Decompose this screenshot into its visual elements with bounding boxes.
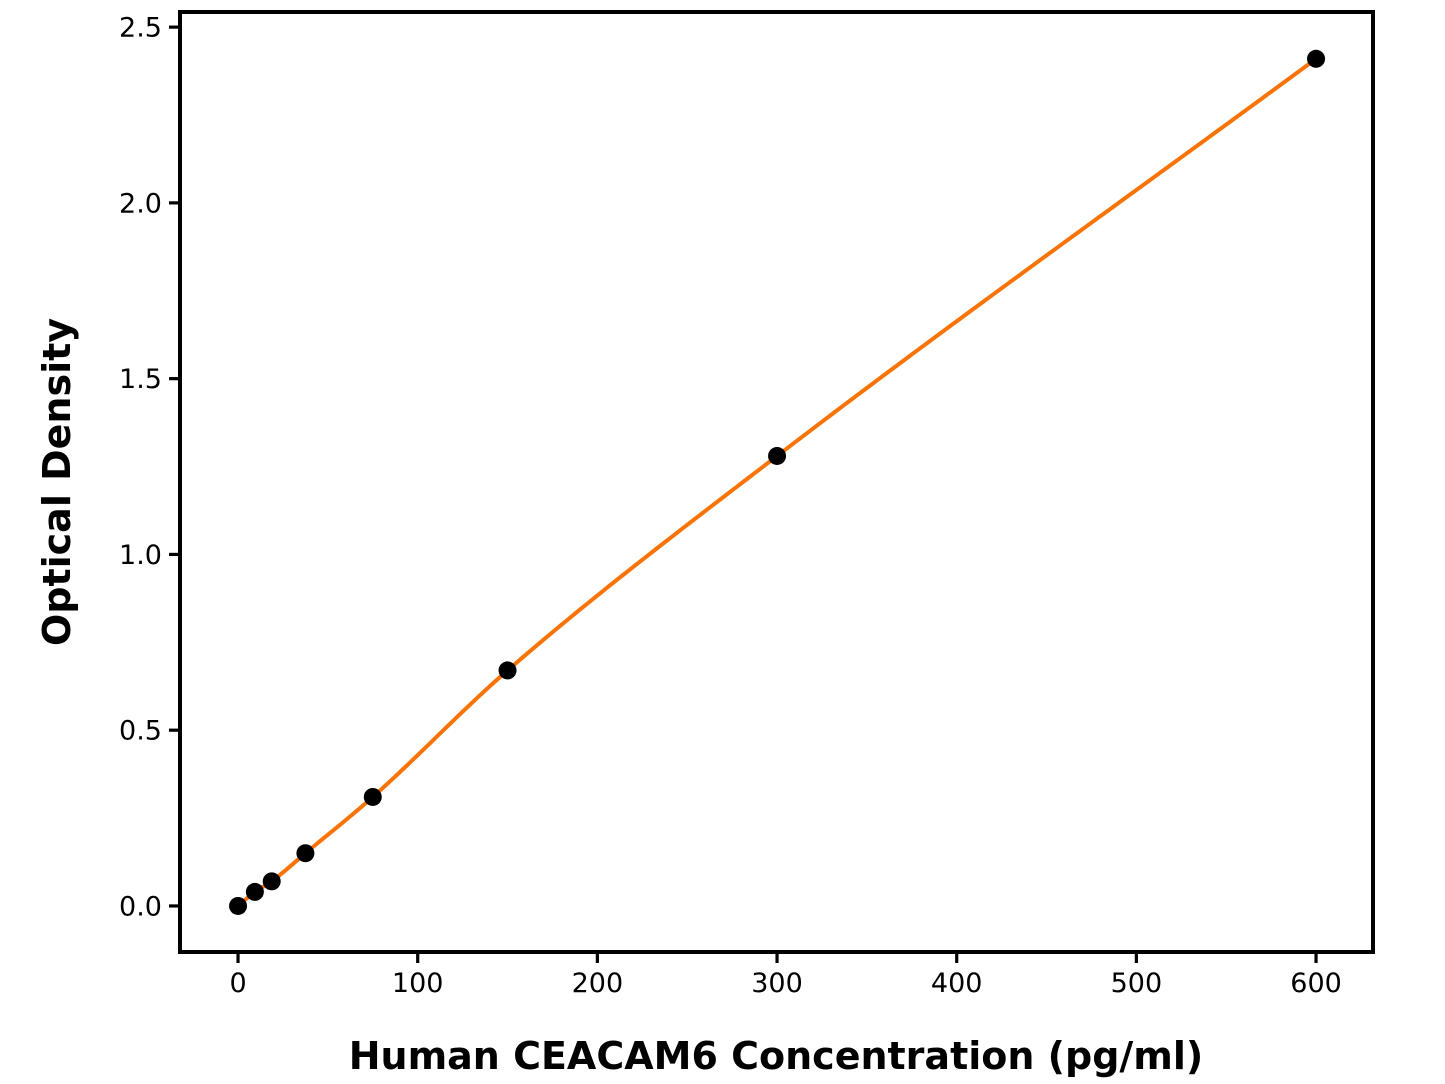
x-axis-label: Human CEACAM6 Concentration (pg/ml) (348, 1034, 1204, 1078)
y-tick-label: 2.5 (119, 13, 162, 44)
x-tick-label: 0 (229, 968, 246, 999)
data-point (363, 787, 382, 806)
x-tick-label: 200 (572, 968, 624, 999)
data-point (498, 661, 517, 680)
y-tick-label: 0.0 (119, 891, 162, 922)
y-tick-label: 2.0 (119, 188, 162, 219)
x-tick-label: 400 (931, 968, 983, 999)
y-tick-label: 1.0 (119, 540, 162, 571)
y-tick-label: 1.5 (119, 364, 162, 395)
data-point (768, 446, 787, 465)
x-tick-label: 500 (1111, 968, 1163, 999)
data-point (1307, 49, 1326, 68)
y-axis-label: Optical Density (35, 317, 79, 647)
x-tick-label: 600 (1290, 968, 1342, 999)
data-point (262, 872, 281, 891)
x-tick-label: 100 (392, 968, 444, 999)
data-point (229, 896, 248, 915)
fit-line (236, 56, 1319, 908)
x-tick-label: 300 (751, 968, 803, 999)
data-point (296, 844, 315, 863)
y-tick-label: 0.5 (119, 716, 162, 747)
data-point (245, 882, 264, 901)
plot-border (178, 10, 1375, 954)
